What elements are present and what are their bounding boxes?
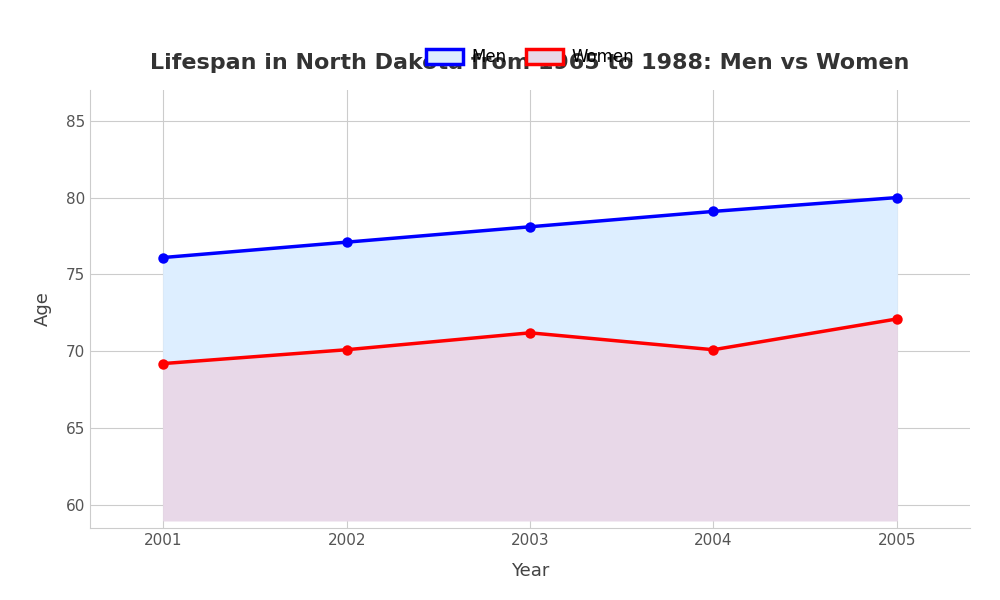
Title: Lifespan in North Dakota from 1965 to 1988: Men vs Women: Lifespan in North Dakota from 1965 to 19… (150, 53, 910, 73)
Legend: Men, Women: Men, Women (419, 41, 641, 73)
Y-axis label: Age: Age (34, 292, 52, 326)
X-axis label: Year: Year (511, 562, 549, 580)
